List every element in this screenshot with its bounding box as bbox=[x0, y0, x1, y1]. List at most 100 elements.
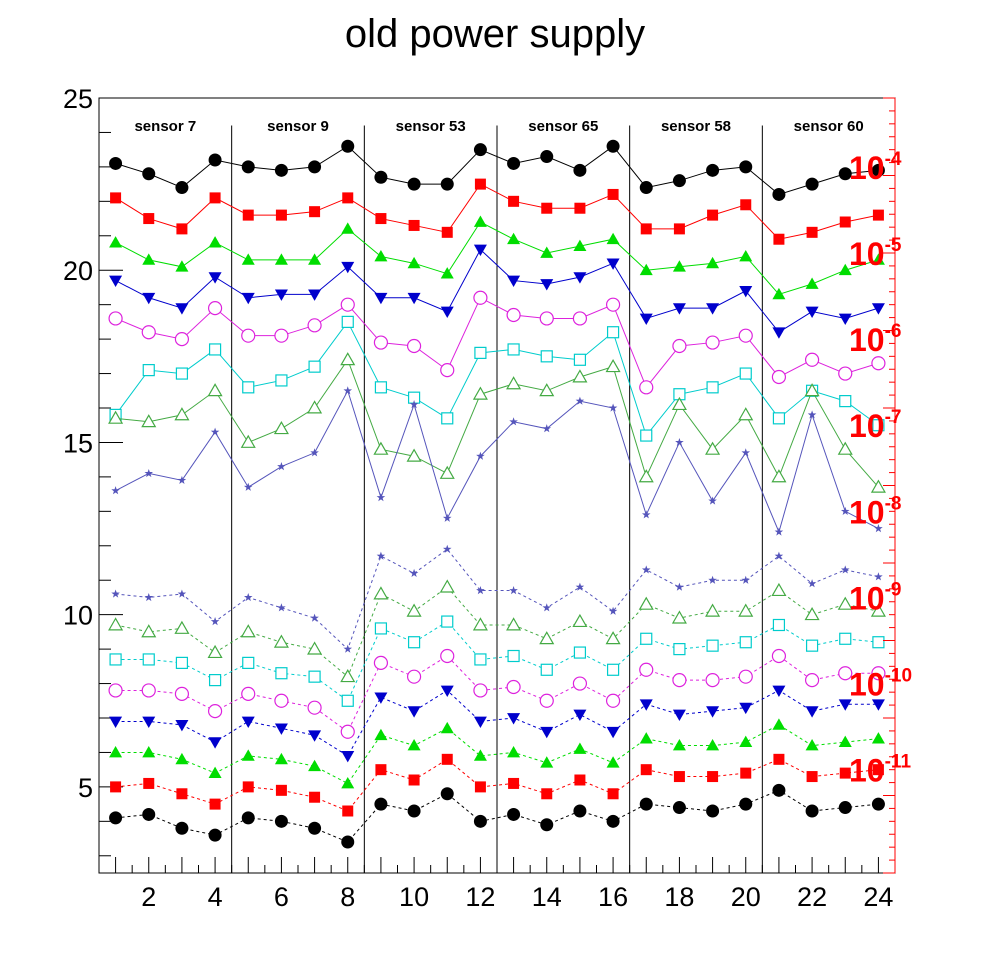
data-point bbox=[739, 702, 753, 715]
data-point bbox=[706, 381, 719, 394]
data-point bbox=[639, 662, 654, 677]
data-point bbox=[507, 713, 521, 725]
data-point bbox=[207, 644, 223, 659]
data-point bbox=[771, 369, 787, 385]
data-point bbox=[275, 784, 287, 796]
data-point bbox=[771, 469, 787, 483]
data-point bbox=[440, 685, 454, 697]
data-point bbox=[472, 617, 488, 631]
data-point bbox=[308, 160, 322, 174]
data-point bbox=[541, 788, 553, 800]
data-point bbox=[407, 177, 421, 191]
data-point bbox=[672, 174, 686, 188]
data-point bbox=[473, 215, 487, 227]
data-point bbox=[807, 410, 817, 419]
data-point bbox=[673, 223, 685, 235]
data-point bbox=[506, 679, 521, 695]
data-point bbox=[506, 307, 521, 323]
data-point bbox=[108, 311, 123, 326]
data-point bbox=[840, 506, 850, 515]
data-point bbox=[606, 326, 620, 339]
data-point bbox=[208, 272, 222, 284]
data-point bbox=[540, 726, 554, 739]
data-point bbox=[805, 739, 819, 751]
data-point bbox=[142, 807, 156, 821]
data-point bbox=[806, 771, 818, 783]
data-point bbox=[805, 639, 819, 652]
data-point bbox=[111, 486, 120, 495]
data-point bbox=[142, 364, 155, 377]
data-point bbox=[606, 663, 620, 676]
data-point bbox=[274, 752, 288, 765]
series-2 bbox=[110, 178, 884, 245]
data-point bbox=[408, 774, 420, 786]
right-axis-label: 10-9 bbox=[849, 579, 902, 616]
data-point bbox=[341, 751, 355, 763]
data-point bbox=[375, 764, 387, 776]
data-point bbox=[340, 352, 356, 366]
data-point bbox=[507, 807, 521, 821]
data-point bbox=[605, 358, 621, 373]
chart-title: old power supply bbox=[345, 12, 645, 56]
data-point bbox=[241, 749, 255, 761]
data-point bbox=[671, 396, 687, 411]
data-point bbox=[539, 383, 555, 397]
right-axis-label-exponent: -9 bbox=[885, 579, 902, 600]
data-point bbox=[740, 767, 752, 779]
data-point bbox=[706, 739, 720, 751]
series-15 bbox=[110, 753, 884, 817]
data-point bbox=[872, 636, 885, 649]
data-point bbox=[473, 716, 487, 728]
data-point bbox=[374, 622, 388, 635]
data-point bbox=[273, 634, 289, 648]
data-point bbox=[274, 693, 289, 708]
data-point bbox=[175, 303, 189, 315]
data-point bbox=[143, 213, 155, 225]
data-point bbox=[838, 263, 852, 276]
data-point bbox=[708, 496, 717, 505]
data-point bbox=[772, 412, 786, 425]
x-tick-label: 10 bbox=[399, 882, 429, 912]
data-point bbox=[143, 777, 155, 789]
data-point bbox=[441, 412, 454, 425]
right-axis-label-exponent: -11 bbox=[885, 752, 912, 773]
data-point bbox=[573, 353, 587, 366]
series-3 bbox=[109, 215, 885, 300]
data-point bbox=[340, 724, 355, 739]
data-point bbox=[871, 356, 886, 371]
data-point bbox=[208, 737, 222, 749]
data-point bbox=[176, 223, 188, 235]
data-point bbox=[108, 617, 124, 631]
data-point bbox=[839, 395, 852, 408]
right-axis-label: 10-6 bbox=[849, 321, 902, 358]
series-7 bbox=[108, 352, 886, 493]
sensor-label: sensor 58 bbox=[661, 118, 731, 135]
data-point bbox=[407, 636, 421, 649]
data-point bbox=[208, 343, 222, 356]
data-point bbox=[376, 493, 386, 502]
data-point bbox=[144, 592, 154, 602]
data-point bbox=[605, 631, 621, 645]
data-point bbox=[741, 448, 751, 457]
data-point bbox=[141, 414, 157, 428]
data-point bbox=[874, 524, 883, 533]
data-point bbox=[672, 260, 686, 272]
data-point bbox=[838, 167, 852, 181]
data-point bbox=[210, 617, 220, 626]
data-point bbox=[407, 292, 421, 305]
data-point bbox=[374, 292, 388, 305]
data-point bbox=[708, 575, 717, 584]
data-point bbox=[240, 624, 256, 638]
data-point bbox=[142, 653, 155, 666]
data-point bbox=[606, 756, 620, 768]
series-line bbox=[115, 758, 879, 812]
series-line bbox=[115, 320, 879, 437]
data-point bbox=[539, 693, 554, 708]
data-point bbox=[705, 673, 720, 688]
data-point bbox=[540, 756, 554, 768]
data-point bbox=[241, 292, 255, 305]
x-tick-label: 8 bbox=[340, 882, 355, 912]
